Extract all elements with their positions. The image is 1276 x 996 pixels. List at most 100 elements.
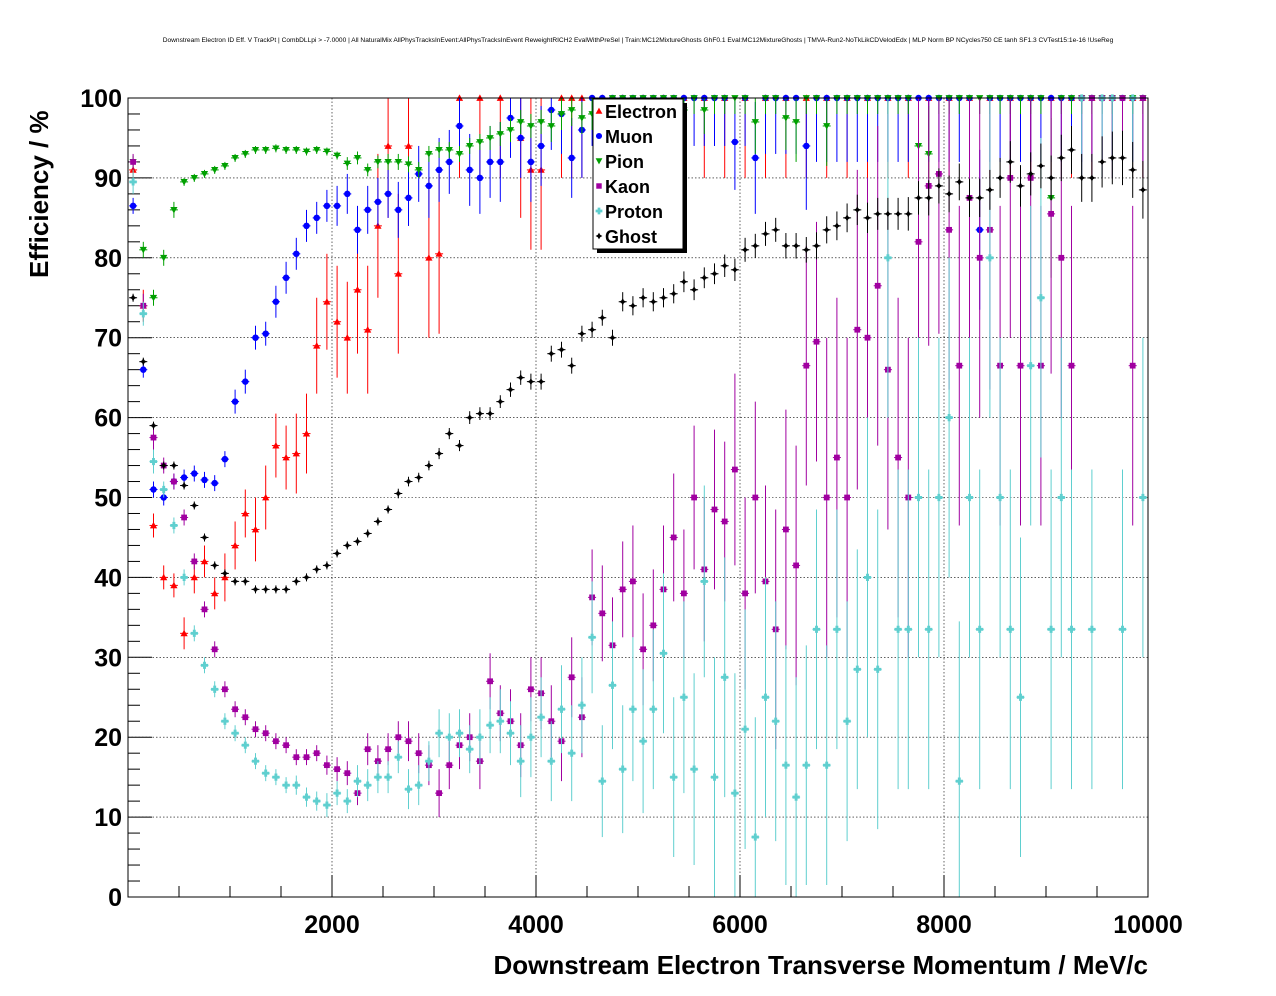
ghost-point: [884, 210, 892, 218]
pion-point: [272, 145, 280, 152]
kaon-point: [854, 326, 861, 333]
proton-point: [955, 777, 963, 785]
ghost-point: [506, 386, 515, 394]
ghost-point: [476, 410, 484, 418]
ghost-point: [996, 174, 1004, 182]
ghost-point: [782, 242, 790, 250]
kaon-point: [946, 226, 952, 233]
electron-point: [160, 573, 168, 581]
proton-point: [608, 681, 617, 689]
kaon-point: [599, 610, 606, 617]
muon-point: [282, 274, 290, 282]
muon-point: [242, 378, 249, 385]
electron-point: [200, 557, 209, 565]
pion-point: [517, 119, 525, 126]
x-axis-tick-labels: 2000 4000 6000 8000 10000: [304, 911, 1183, 939]
pion-point: [751, 119, 759, 126]
pion-point: [333, 152, 341, 160]
proton-point: [537, 713, 545, 721]
ghost-point: [1047, 174, 1055, 182]
pion-point: [160, 254, 168, 262]
proton-point: [384, 773, 392, 781]
proton-point: [823, 761, 831, 769]
kaon-point: [446, 762, 453, 769]
proton-point: [1027, 362, 1035, 370]
proton-point: [629, 705, 637, 713]
ghost-point: [517, 374, 525, 382]
ghost-point: [568, 362, 576, 370]
kaon-point: [364, 746, 371, 753]
x-tick-label: 6000: [712, 911, 768, 939]
ghost-point: [180, 481, 188, 490]
ghost-point: [231, 577, 239, 585]
proton-point: [282, 781, 290, 789]
proton-point: [313, 797, 321, 805]
ghost-point: [823, 226, 831, 234]
electron-point: [425, 254, 433, 261]
y-tick-label: 10: [94, 804, 122, 832]
muon-point: [752, 154, 759, 162]
pion-point: [241, 151, 249, 158]
legend-kaon-label: Kaon: [605, 177, 650, 197]
kaon-point: [956, 362, 963, 369]
pion-point: [435, 147, 443, 154]
proton-point: [455, 729, 464, 737]
kaon-point: [742, 590, 748, 597]
ghost-point: [384, 505, 392, 514]
ghost-point: [323, 561, 331, 570]
electron-point: [333, 318, 341, 325]
pion-point: [211, 167, 219, 174]
ghost-point: [1078, 174, 1086, 182]
ghost-point: [527, 378, 535, 386]
muon-point: [384, 190, 392, 198]
kaon-point: [252, 726, 259, 733]
ghost-point: [1088, 174, 1096, 182]
muon-point: [446, 158, 453, 166]
ghost-point: [353, 537, 362, 546]
ghost-point: [435, 449, 443, 458]
kaon-point: [844, 494, 850, 501]
kaon-point: [834, 454, 840, 461]
ghost-point: [802, 246, 810, 254]
proton-point: [1057, 493, 1065, 502]
proton-point: [527, 733, 535, 741]
muon-point: [180, 474, 188, 481]
kaon-point: [670, 534, 677, 541]
y-axis-tick-labels: 0 10 20 30 40 50 60 70 80 90 100: [80, 85, 122, 912]
pion-point: [282, 147, 290, 154]
proton-point: [333, 789, 341, 797]
pion-point: [221, 163, 229, 170]
proton-point: [649, 705, 657, 713]
kaon-point: [976, 254, 983, 261]
proton-point: [731, 789, 739, 797]
proton-point: [598, 777, 606, 785]
proton-point: [1037, 294, 1045, 302]
proton-point: [557, 705, 566, 713]
ghost-point: [1057, 154, 1065, 162]
ghost-point: [1006, 158, 1014, 166]
pion-point: [527, 123, 535, 130]
electron-point: [435, 250, 443, 257]
proton-point: [925, 625, 933, 633]
kaon-point: [1017, 362, 1024, 369]
proton-point: [221, 717, 229, 725]
ghost-point: [680, 278, 688, 286]
proton-point: [292, 781, 300, 789]
legend-muon-marker: [595, 132, 603, 140]
ghost-point: [925, 194, 933, 202]
proton-point: [404, 785, 413, 793]
proton-point: [945, 414, 953, 422]
muon-point: [456, 122, 463, 130]
pion-point: [557, 111, 566, 118]
electron-point: [313, 342, 321, 349]
kaon-point: [181, 514, 187, 521]
legend-pion-label: Pion: [605, 152, 644, 172]
proton-point: [272, 773, 280, 781]
kaon-point: [150, 434, 157, 441]
ghost-point: [721, 262, 729, 270]
ghost-point: [904, 210, 912, 218]
x-tick-label: 2000: [304, 911, 360, 939]
kaon-point: [630, 578, 636, 585]
legend-electron-label: Electron: [605, 102, 677, 122]
